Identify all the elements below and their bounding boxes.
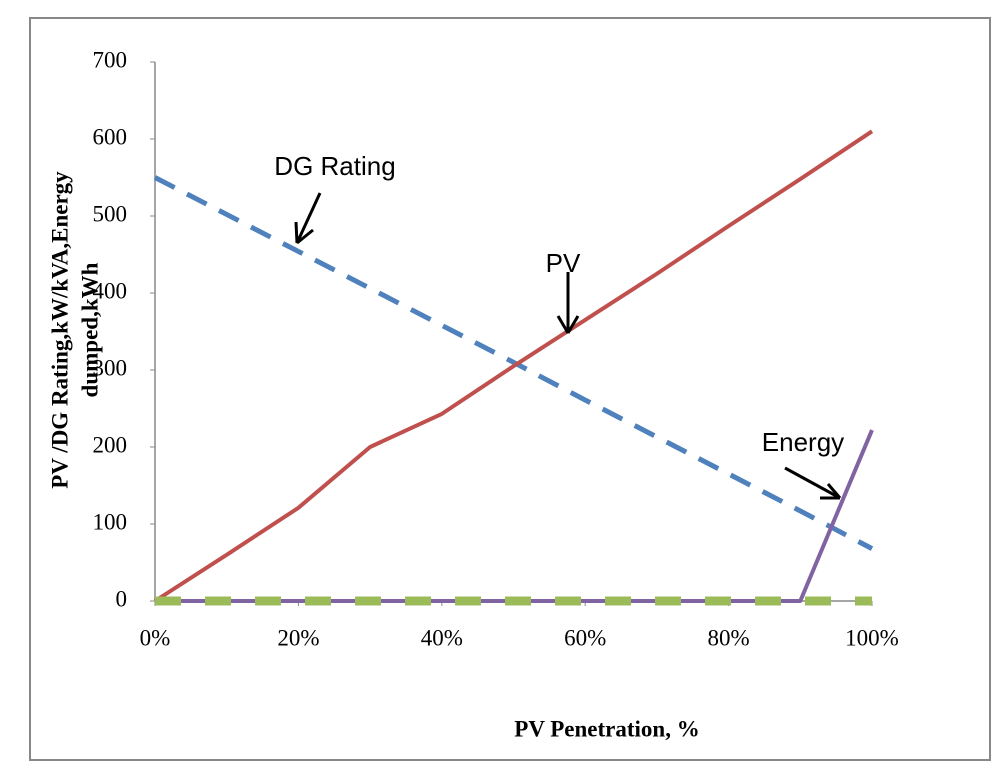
series-line (153, 129, 874, 603)
y-tick-label: 700 (93, 47, 128, 72)
annotation: PV (546, 248, 581, 278)
x-tick-label: 100% (845, 625, 899, 650)
arrow (294, 192, 322, 245)
x-tick-label: 40% (421, 625, 463, 650)
y-axis-title: PV /DG Rating,kW/kVA,Energy (47, 171, 72, 489)
x-tick-label: 80% (708, 625, 750, 650)
y-tick-label: 500 (93, 201, 128, 226)
annotation: DG Rating (274, 151, 395, 181)
y-tick-label: 600 (93, 124, 128, 149)
x-axis-title: PV Penetration, % (514, 716, 699, 741)
annotation-arrows (294, 192, 842, 500)
x-tick-label: 60% (564, 625, 606, 650)
chart-frame (29, 17, 991, 761)
y-axis-title: dumped,kWh (77, 262, 102, 397)
plot-area (150, 61, 874, 606)
arrow (556, 272, 580, 334)
y-tick-label: 200 (93, 432, 128, 457)
x-tick-label: 20% (277, 625, 319, 650)
y-tick-label: 400 (93, 278, 128, 303)
series-line (153, 175, 874, 551)
x-tick-label: 0% (140, 625, 171, 650)
y-tick-label: 100 (93, 509, 128, 534)
y-tick-label: 0 (116, 586, 128, 611)
arrow (784, 466, 842, 500)
y-tick-label: 300 (93, 355, 128, 380)
annotation: Energy (762, 427, 844, 457)
